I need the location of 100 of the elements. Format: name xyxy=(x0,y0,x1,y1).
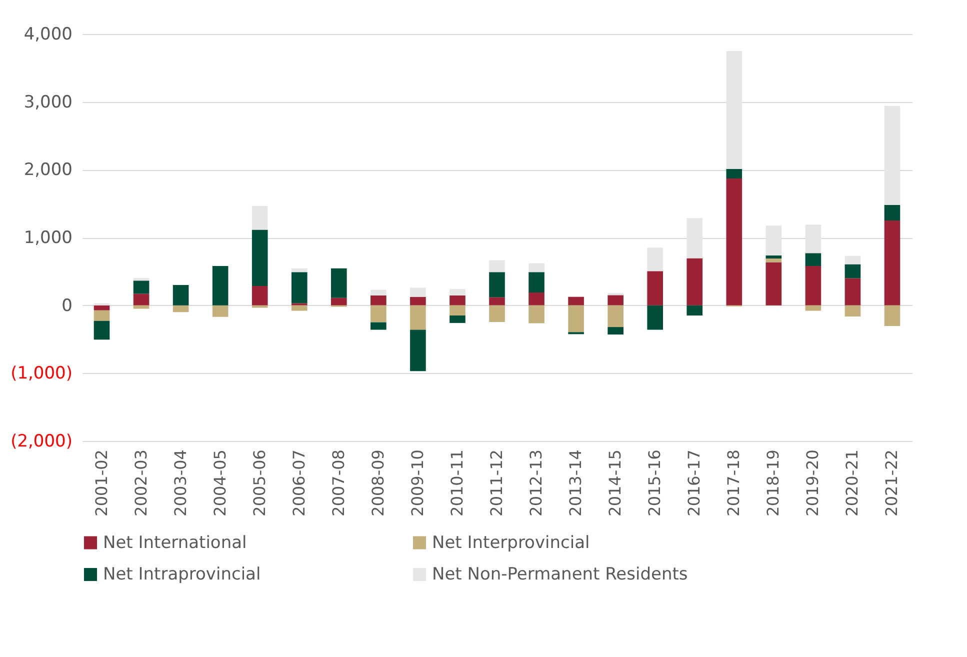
bar xyxy=(884,220,900,306)
bar xyxy=(370,322,386,330)
bar xyxy=(528,272,544,292)
bar xyxy=(844,305,861,317)
bar xyxy=(370,296,386,306)
x-tick-label: 2002-03 xyxy=(131,450,150,516)
x-tick-label: 2011-12 xyxy=(487,450,506,516)
x-tick-label: 2009-10 xyxy=(408,450,427,516)
bar xyxy=(528,292,544,306)
bar xyxy=(450,305,466,316)
bar xyxy=(489,260,505,272)
x-tick-label: 2010-11 xyxy=(447,450,466,516)
legend-label: Net International xyxy=(103,532,247,553)
bar xyxy=(884,305,900,326)
bar xyxy=(647,271,663,306)
bar xyxy=(528,305,544,324)
bar xyxy=(844,264,861,278)
bar xyxy=(608,327,624,334)
bar xyxy=(884,204,900,221)
bar xyxy=(331,298,347,306)
x-tick-label: 2020-21 xyxy=(842,450,862,516)
bar xyxy=(766,226,782,256)
bar xyxy=(291,272,308,304)
bar xyxy=(766,262,782,306)
bar xyxy=(844,278,861,306)
bar xyxy=(410,330,426,372)
legend-label: Net Non-Permanent Residents xyxy=(432,564,688,584)
bar xyxy=(410,305,426,330)
x-tick-label: 2004-05 xyxy=(210,450,230,516)
bar xyxy=(805,253,822,266)
x-tick-label: 2017-18 xyxy=(724,450,744,516)
bar xyxy=(766,258,782,262)
bar xyxy=(647,305,663,330)
bar xyxy=(726,178,742,306)
bar xyxy=(726,168,742,178)
x-tick-label: 2006-07 xyxy=(289,450,308,516)
bar xyxy=(805,266,822,306)
bar xyxy=(450,289,466,296)
x-tick-label: 2001-02 xyxy=(92,450,111,516)
bar xyxy=(568,296,584,306)
bar xyxy=(291,305,308,311)
y-tick-label: 0 xyxy=(62,296,72,316)
bar xyxy=(686,258,703,306)
x-tick-label: 2018-19 xyxy=(764,450,783,516)
bar xyxy=(94,310,110,321)
bar xyxy=(726,50,742,169)
bar xyxy=(94,320,110,340)
x-tick-label: 2007-08 xyxy=(328,450,348,516)
bar xyxy=(252,286,268,306)
bar xyxy=(805,305,822,311)
x-tick-label: 2003-04 xyxy=(170,450,190,516)
bar xyxy=(489,297,505,306)
bar xyxy=(568,305,584,332)
bar xyxy=(410,288,426,297)
y-tick-label: 2,000 xyxy=(24,160,72,180)
x-tick-label: 2015-16 xyxy=(645,450,664,516)
bar xyxy=(291,268,308,272)
bar xyxy=(133,278,150,281)
x-tick-label: 2012-13 xyxy=(526,450,546,516)
bar xyxy=(212,305,228,317)
bar xyxy=(844,256,861,264)
legend-label: Net Intraprovincial xyxy=(103,564,261,584)
bar xyxy=(608,295,624,306)
bar xyxy=(370,305,386,322)
bar xyxy=(212,266,228,306)
bar xyxy=(370,290,386,296)
bar xyxy=(450,296,466,306)
x-tick-label: 2008-09 xyxy=(368,450,388,516)
y-tick-label: (2,000) xyxy=(10,432,72,452)
bar xyxy=(686,218,703,258)
bar xyxy=(133,280,150,294)
bar xyxy=(489,305,505,322)
bar xyxy=(686,305,703,316)
y-tick-label: 4,000 xyxy=(24,24,72,44)
y-tick-label: 3,000 xyxy=(24,92,72,112)
bar xyxy=(528,263,544,272)
bar xyxy=(489,272,505,298)
bar xyxy=(331,268,347,298)
bar xyxy=(94,305,110,310)
bar xyxy=(172,305,189,312)
x-tick-label: 2021-22 xyxy=(882,450,902,516)
x-tick-label: 2019-20 xyxy=(803,450,822,516)
bar xyxy=(647,248,663,272)
bar xyxy=(252,230,268,286)
y-tick-label: 1,000 xyxy=(24,228,72,248)
bar xyxy=(805,224,822,254)
x-tick-label: 2014-15 xyxy=(606,450,625,516)
bar xyxy=(133,294,150,306)
y-tick-label: (1,000) xyxy=(10,364,72,384)
bar xyxy=(252,206,268,230)
x-tick-label: 2013-14 xyxy=(566,450,586,516)
x-tick-label: 2016-17 xyxy=(684,450,704,516)
x-tick-label: 2005-06 xyxy=(250,450,269,516)
bar xyxy=(410,296,426,306)
bar xyxy=(608,305,624,328)
bar xyxy=(172,284,189,306)
bar xyxy=(884,106,900,205)
legend-label: Net Interprovincial xyxy=(432,532,590,553)
bar xyxy=(766,255,782,259)
bar xyxy=(450,316,466,323)
